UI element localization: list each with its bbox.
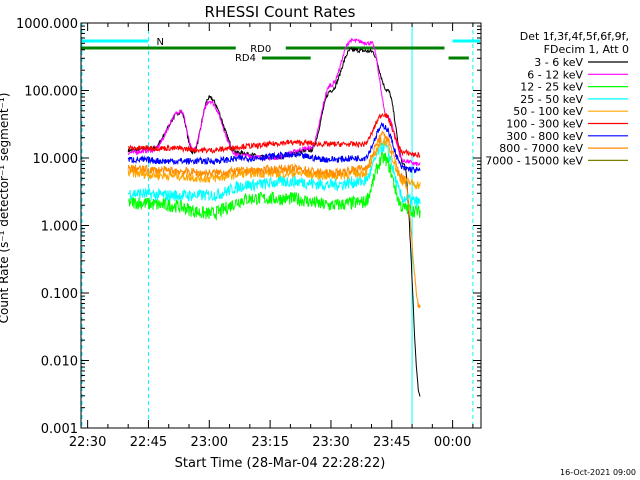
legend-entry-label: 6 - 12 keV	[527, 68, 583, 81]
y-tick-label: 0.100	[41, 287, 78, 302]
series-line	[127, 140, 421, 209]
legend-entry-label: 25 - 50 keV	[520, 93, 583, 106]
footer-timestamp: 16-Oct-2021 09:00	[560, 468, 636, 477]
legend-entry-label: 50 - 100 keV	[513, 105, 583, 118]
x-tick-label: 22:45	[130, 435, 167, 450]
series-line	[128, 151, 421, 221]
y-tick-label: 0.010	[41, 355, 78, 370]
x-tick-label: 23:45	[373, 435, 410, 450]
y-axis-label: Count Rate (s⁻¹ detector⁻¹ segment⁻¹)	[0, 93, 11, 324]
x-tick-label: 22:30	[69, 435, 106, 450]
series-line	[127, 112, 421, 159]
series-line	[127, 129, 421, 308]
legend-entry-label: 100 - 300 keV	[506, 118, 583, 131]
x-tick-label: 23:30	[312, 435, 349, 450]
y-tick-label: 100.000	[24, 85, 78, 100]
y-tick-label: 1000.000	[16, 17, 78, 32]
state-label-rd4: RD4	[235, 53, 256, 64]
series-line	[127, 46, 421, 397]
state-label-rd0: RD0	[250, 44, 271, 55]
x-tick-label: 23:00	[191, 435, 228, 450]
x-axis-label: Start Time (28-Mar-04 22:28:22)	[175, 456, 386, 471]
x-tick-label: 00:00	[434, 435, 471, 450]
legend-entry-label: 3 - 6 keV	[534, 56, 583, 69]
plot-frame	[80, 22, 482, 429]
legend-entry-label: 300 - 800 keV	[506, 130, 583, 143]
series-layer	[127, 37, 421, 397]
legend-header-line-1: Det 1f,3f,4f,5f,6f,9f,	[520, 30, 629, 43]
y-tick-label: 10.000	[33, 152, 79, 167]
series-line	[127, 121, 421, 174]
chart-title: RHESSI Count Rates	[205, 3, 356, 21]
state-label-n: N	[156, 37, 163, 48]
y-tick-label: 0.001	[41, 422, 78, 437]
legend-header-line-2: FDecim 1, Att 0	[544, 43, 629, 56]
legend-entry-label: 12 - 25 keV	[520, 81, 583, 94]
x-tick-label: 23:15	[251, 435, 288, 450]
y-tick-label: 1.000	[41, 220, 78, 235]
axes-layer: 1000.000 100.000 10.000 1.000 0.100 0.010 0.00…	[16, 17, 481, 450]
legend-entry-label: 800 - 7000 keV	[499, 142, 583, 155]
legend-entry-label: 7000 - 15000 keV	[485, 154, 583, 167]
series-line	[127, 37, 421, 167]
